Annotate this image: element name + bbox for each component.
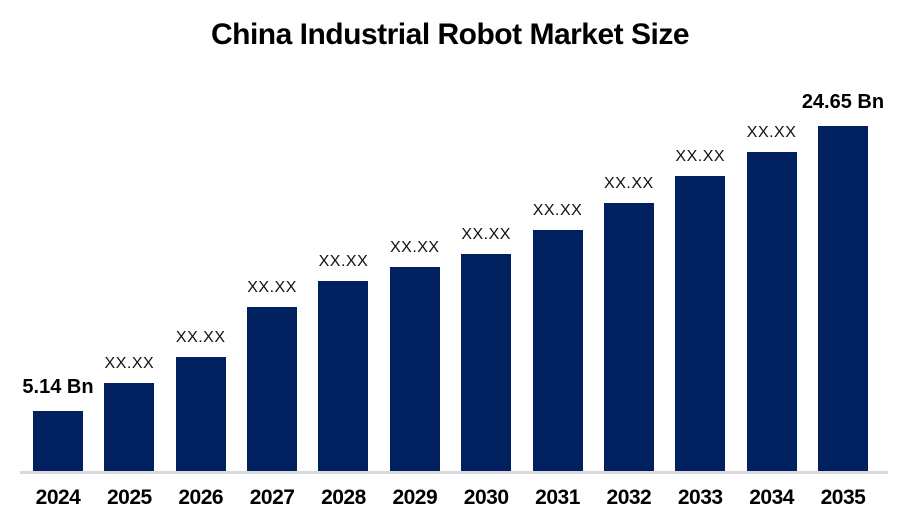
bar-2024 (33, 411, 83, 472)
bar-value-label-2035: 24.65 Bn (801, 91, 885, 113)
x-axis-label-2030: 2030 (463, 486, 509, 509)
bar-value-label-2028: XX.XX (318, 253, 369, 270)
bar-2028 (318, 281, 369, 472)
bar-value-label-2024: 5.14 Bn (22, 376, 94, 398)
x-axis-label-2035: 2035 (820, 486, 866, 509)
x-axis-label-2028: 2028 (321, 486, 366, 509)
bar-value-label-2025: XX.XX (104, 355, 155, 372)
bar-2031 (532, 230, 583, 472)
x-axis-label-2029: 2029 (392, 486, 438, 509)
x-axis-label-2024: 2024 (35, 486, 81, 509)
chart-title: China Industrial Robot Market Size (210, 18, 690, 51)
bar-value-label-2029: XX.XX (389, 239, 440, 256)
x-axis-label-2025: 2025 (107, 486, 152, 509)
bar-2032 (603, 203, 654, 472)
bar-value-label-2032: XX.XX (604, 175, 654, 192)
bar-2027 (247, 307, 298, 472)
bar-2034 (746, 152, 797, 472)
bar-2030 (461, 254, 512, 472)
x-axis-label-2026: 2026 (178, 486, 224, 509)
bar-value-label-2027: XX.XX (247, 279, 297, 296)
x-axis-label-2031: 2031 (535, 486, 580, 509)
bar-2026 (175, 357, 226, 472)
bar-value-label-2031: XX.XX (532, 202, 583, 219)
bar-2035 (817, 126, 868, 472)
x-axis-label-2033: 2033 (677, 486, 723, 509)
bar-2033 (675, 176, 726, 472)
bar-value-label-2033: XX.XX (675, 148, 726, 165)
bar-2025 (104, 383, 155, 472)
x-axis-label-2032: 2032 (606, 486, 652, 509)
bar-value-label-2026: XX.XX (175, 329, 226, 346)
bar-value-label-2030: XX.XX (461, 226, 511, 243)
bar-value-label-2034: XX.XX (746, 124, 797, 141)
x-axis-label-2034: 2034 (749, 486, 794, 509)
x-axis-line (20, 471, 888, 474)
x-axis-label-2027: 2027 (249, 486, 295, 509)
bar-2029 (389, 267, 440, 472)
